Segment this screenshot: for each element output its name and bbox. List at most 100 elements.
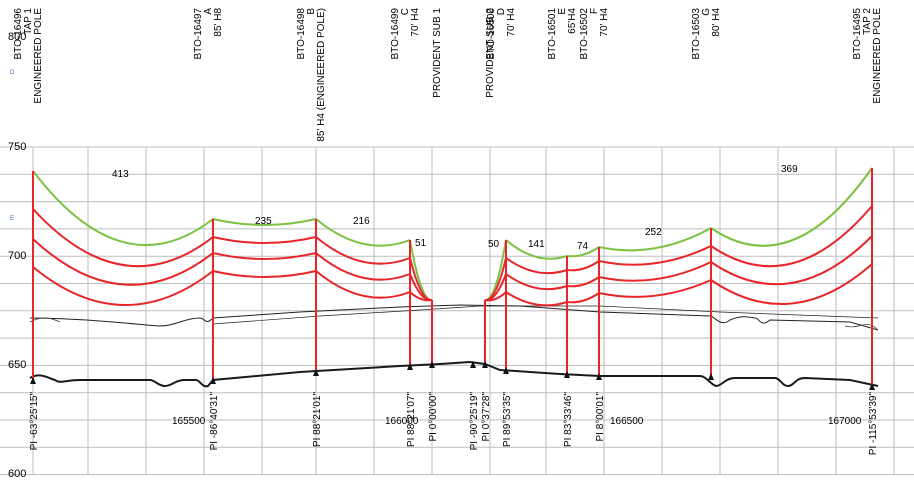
span-length: 51 bbox=[415, 238, 427, 249]
conductor-wire bbox=[315, 252, 411, 281]
pole-base-marker bbox=[869, 383, 875, 390]
pole-base-marker bbox=[596, 373, 602, 380]
conductor-wire bbox=[212, 252, 317, 260]
station-label: 166000 bbox=[385, 416, 419, 427]
structure-name: G bbox=[701, 8, 712, 16]
conductor-wire bbox=[566, 260, 600, 272]
side-mark-d: D bbox=[10, 70, 15, 76]
grid bbox=[0, 146, 914, 476]
conductor-wire bbox=[484, 291, 507, 302]
conductor-wire bbox=[710, 263, 873, 305]
structure-name: BTO-16499 bbox=[390, 8, 401, 60]
conductor-wire bbox=[505, 239, 568, 260]
side-mark-e: E bbox=[10, 216, 14, 222]
pole-base-marker bbox=[429, 361, 435, 368]
conductor-wire bbox=[566, 246, 600, 258]
conductor-wire bbox=[505, 291, 568, 307]
structure-name: 65'H4 bbox=[567, 8, 578, 34]
span-length: 235 bbox=[255, 216, 272, 227]
conductor-wire bbox=[566, 292, 600, 304]
structure-name: TAP 2 bbox=[862, 8, 873, 35]
structure-name: 70' H4 bbox=[506, 8, 517, 37]
pi-label: PI -90°25'19" bbox=[469, 392, 480, 451]
structure-name: TAP 1 bbox=[23, 8, 34, 35]
pole-base-marker bbox=[708, 373, 714, 380]
elevation-label: 800 bbox=[8, 31, 26, 43]
station-label: 166500 bbox=[610, 416, 644, 427]
elevation-label: 700 bbox=[8, 250, 26, 262]
structure-name: B bbox=[306, 8, 317, 15]
conductor-wire bbox=[710, 205, 873, 268]
elevation-label: 650 bbox=[8, 359, 26, 371]
span-lengths: 413 235 216 51 50 141 74 252 369 bbox=[112, 164, 798, 252]
pole-base-marker bbox=[482, 361, 488, 368]
conductor-wire bbox=[505, 273, 568, 291]
conductor-wire bbox=[566, 276, 600, 288]
conductor-wire bbox=[212, 218, 317, 226]
structure-name: F bbox=[589, 8, 600, 14]
pi-label: PI 8°00'01" bbox=[595, 392, 606, 442]
conductor-wire bbox=[505, 257, 568, 275]
station-label: 165500 bbox=[172, 416, 206, 427]
conductor-wire bbox=[598, 245, 712, 266]
pi-label: PI -86°40'31" bbox=[209, 392, 220, 451]
conductor-wire bbox=[212, 236, 317, 244]
pole-base-marker bbox=[407, 363, 413, 370]
elevation-label: 750 bbox=[8, 141, 26, 153]
structure-name: ENGINEERED POLE bbox=[872, 8, 883, 104]
span-length: 74 bbox=[577, 241, 589, 252]
pi-label: PI 88°21'01" bbox=[312, 392, 323, 448]
structure-name: BTO-16501 bbox=[547, 8, 558, 60]
conductor-wire bbox=[32, 170, 214, 247]
pi-label: PI -115°53'39" bbox=[868, 392, 879, 456]
span-length: 216 bbox=[353, 216, 370, 227]
structure-name: D bbox=[496, 8, 507, 15]
structure-name: BTO-16495 bbox=[852, 8, 863, 60]
structures bbox=[30, 168, 875, 390]
conductor-wire bbox=[598, 227, 712, 252]
structure-name: 70' H4 bbox=[410, 8, 421, 37]
structure-name: 85' H4 (ENGINEERED POLE) bbox=[316, 8, 327, 142]
elevation-axis: 800 750 700 650 600 bbox=[8, 31, 26, 480]
structure-name: ENGINEERED POLE bbox=[33, 8, 44, 104]
station-label: 167000 bbox=[828, 416, 862, 427]
pi-label: PI 88°21'07" bbox=[406, 392, 417, 448]
conductor-wire bbox=[710, 167, 873, 247]
pi-label: PI -63°25'15" bbox=[29, 392, 40, 451]
conductors bbox=[32, 167, 873, 307]
structure-name: E bbox=[557, 8, 568, 15]
pi-label: PI 0°00'00" bbox=[428, 392, 439, 442]
upper-ground-line bbox=[29, 304, 879, 331]
structure-name: 80' H4 bbox=[711, 8, 722, 37]
conductor-wire bbox=[710, 235, 873, 286]
conductor-wire bbox=[212, 270, 317, 278]
pole-base-marker bbox=[470, 361, 476, 368]
conductor-wire bbox=[32, 238, 214, 286]
pi-label: PI 0°37'28" bbox=[481, 392, 492, 442]
structure-name: BTO-16498 bbox=[296, 8, 307, 60]
structure-labels: BTO-16496 TAP 1 ENGINEERED POLE BTO-16497 A 8… bbox=[13, 8, 883, 142]
station-labels: 165500 166000 166500 167000 bbox=[172, 416, 862, 427]
structure-name: BTO-16503 bbox=[691, 8, 702, 60]
structure-name: 85' H8 bbox=[213, 8, 224, 37]
structure-name: PROVIDENT SUB 2 bbox=[485, 8, 496, 98]
structure-name: BTO-16496 bbox=[13, 8, 24, 60]
pole-base-marker bbox=[210, 377, 216, 384]
structure-name: BTO-16497 bbox=[193, 8, 204, 60]
structure-name: C bbox=[400, 8, 411, 15]
span-length: 141 bbox=[528, 239, 545, 250]
pole-base-marker bbox=[564, 371, 570, 378]
pole-base-marker bbox=[503, 367, 509, 374]
conductor-wire bbox=[315, 236, 411, 265]
structure-name: BTO-16500 bbox=[486, 8, 497, 60]
conductor-wire bbox=[598, 279, 712, 298]
pole-base-marker bbox=[313, 369, 319, 376]
elevation-label: 600 bbox=[8, 468, 26, 480]
span-length: 369 bbox=[781, 164, 798, 175]
conductor-wire bbox=[32, 208, 214, 268]
pi-label: PI 83°33'46" bbox=[563, 392, 574, 448]
structure-name: PROVIDENT SUB 1 bbox=[432, 8, 443, 98]
reference-line bbox=[212, 305, 879, 325]
conductor-wire bbox=[409, 291, 433, 302]
